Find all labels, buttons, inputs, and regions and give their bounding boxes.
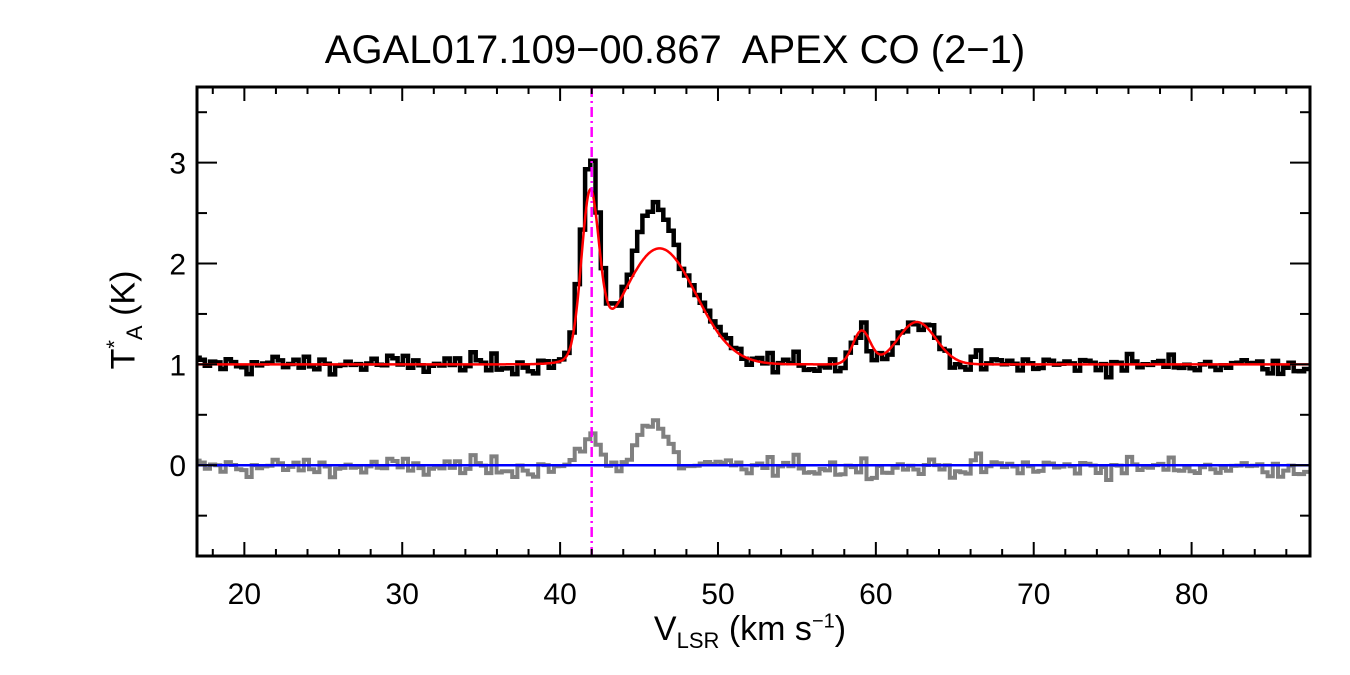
residual-line <box>197 418 1310 482</box>
y-tick-label: 1 <box>169 349 186 382</box>
x-tick-label: 40 <box>543 578 576 611</box>
x-tick-label: 50 <box>701 578 734 611</box>
x-axis-label: VLSR (km s−1) <box>653 610 847 653</box>
x-tick-label: 80 <box>1175 578 1208 611</box>
y-tick-label: 3 <box>169 148 186 181</box>
chart-title: AGAL017.109−00.867 APEX CO (2−1) <box>324 28 1026 72</box>
fit-line <box>197 187 1310 366</box>
y-tick-label: 0 <box>169 450 186 483</box>
plot-axes: 20 30 40 50 60 70 80 0 1 2 3 <box>169 85 1312 611</box>
observed-spectrum <box>197 158 1310 380</box>
y-tick-label: 2 <box>169 249 186 282</box>
observed-line <box>197 158 1310 380</box>
residual-spectrum <box>197 418 1310 482</box>
plot-frame <box>195 85 1312 558</box>
x-tick-label: 30 <box>386 578 419 611</box>
x-tick-label: 60 <box>859 578 892 611</box>
x-tick-label: 20 <box>228 578 261 611</box>
x-tick-label: 70 <box>1017 578 1050 611</box>
y-axis-label: T*A (K) <box>101 270 148 370</box>
gaussian-fit <box>197 187 1310 366</box>
